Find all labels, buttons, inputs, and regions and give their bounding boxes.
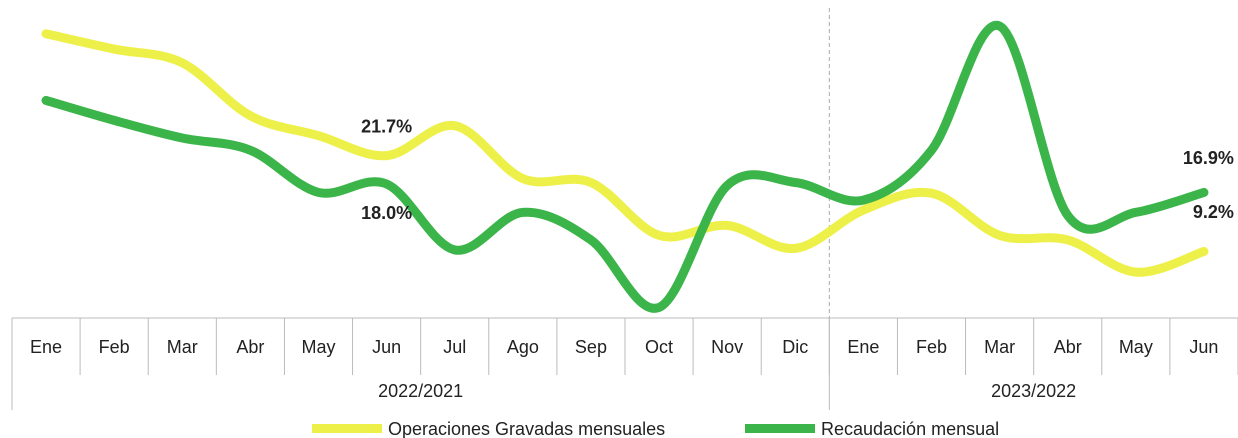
x-tick-label: Jul — [443, 337, 466, 357]
series-line — [41, 29, 1209, 277]
x-tick-label: Feb — [916, 337, 947, 357]
x-tick-label: May — [1119, 337, 1153, 357]
x-tick-label: Nov — [711, 337, 743, 357]
x-tick-label: Ene — [847, 337, 879, 357]
x-tick-label: May — [301, 337, 335, 357]
value-label: 16.9% — [1183, 148, 1234, 168]
x-tick-label: Ene — [30, 337, 62, 357]
x-tick-label: Feb — [99, 337, 130, 357]
group-label: 2023/2022 — [991, 381, 1076, 401]
x-tick-label: Ago — [507, 337, 539, 357]
legend-label: Operaciones Gravadas mensuales — [388, 419, 665, 438]
x-tick-label: Abr — [236, 337, 264, 357]
series-line — [41, 20, 1209, 313]
x-tick-label: Oct — [645, 337, 673, 357]
group-label: 2022/2021 — [378, 381, 463, 401]
legend-swatch — [745, 424, 815, 433]
x-tick-label: Sep — [575, 337, 607, 357]
value-label: 9.2% — [1193, 202, 1234, 222]
value-label: 21.7% — [361, 116, 412, 136]
legend-swatch — [312, 424, 382, 433]
value-label: 18.0% — [361, 203, 412, 223]
x-tick-label: Abr — [1054, 337, 1082, 357]
x-tick-label: Jun — [1189, 337, 1218, 357]
x-tick-label: Mar — [167, 337, 198, 357]
legend-label: Recaudación mensual — [821, 419, 999, 438]
x-tick-label: Jun — [372, 337, 401, 357]
x-tick-label: Dic — [782, 337, 808, 357]
x-tick-label: Mar — [984, 337, 1015, 357]
